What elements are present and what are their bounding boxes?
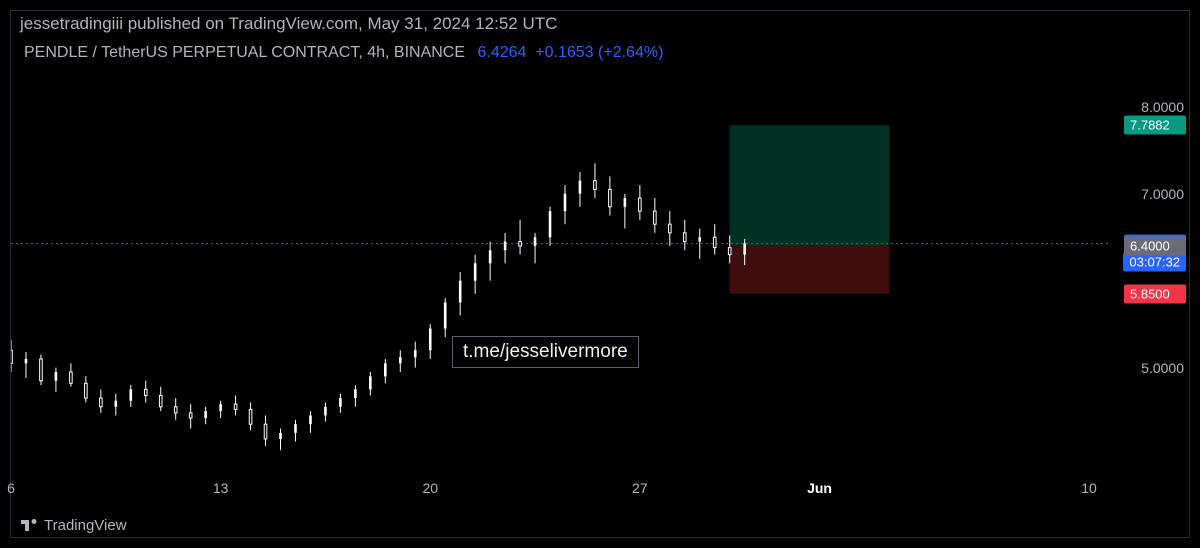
x-tick-label: 20 [422,480,438,496]
y-tick-label: 7.0000 [1141,186,1184,202]
x-tick-label: 6 [7,480,15,496]
candlestick-chart [11,72,1109,472]
x-tick-label: 10 [1081,480,1097,496]
symbol-name: PENDLE / TetherUS PERPETUAL CONTRACT, 4h… [24,44,465,61]
chart-area[interactable] [11,72,1109,472]
x-tick-label: 13 [213,480,229,496]
brand-name: TradingView [44,517,127,534]
publish-info: jessetradingiii published on TradingView… [20,14,557,34]
last-price: 6.4264 [477,44,526,61]
brand-footer: TradingView [20,516,127,534]
tradingview-logo-icon [20,516,38,534]
y-tick-label: 5.0000 [1141,360,1184,376]
price-tag: 5.8500 [1124,284,1186,303]
x-tick-label: Jun [807,480,832,496]
price-change: +0.1653 [535,44,593,61]
price-tag: 6.4000 [1124,236,1186,255]
price-axis: 8.00007.00005.00007.78826.426403:07:326.… [1110,72,1190,472]
watermark-link[interactable]: t.me/jesselivermore [452,336,639,368]
price-tag: 7.7882 [1124,116,1186,135]
price-change-pct: (+2.64%) [598,44,663,61]
time-axis: 6132027Jun10 [11,472,1109,502]
y-tick-label: 8.0000 [1141,99,1184,115]
x-tick-label: 27 [632,480,648,496]
symbol-line: PENDLE / TetherUS PERPETUAL CONTRACT, 4h… [24,44,663,62]
